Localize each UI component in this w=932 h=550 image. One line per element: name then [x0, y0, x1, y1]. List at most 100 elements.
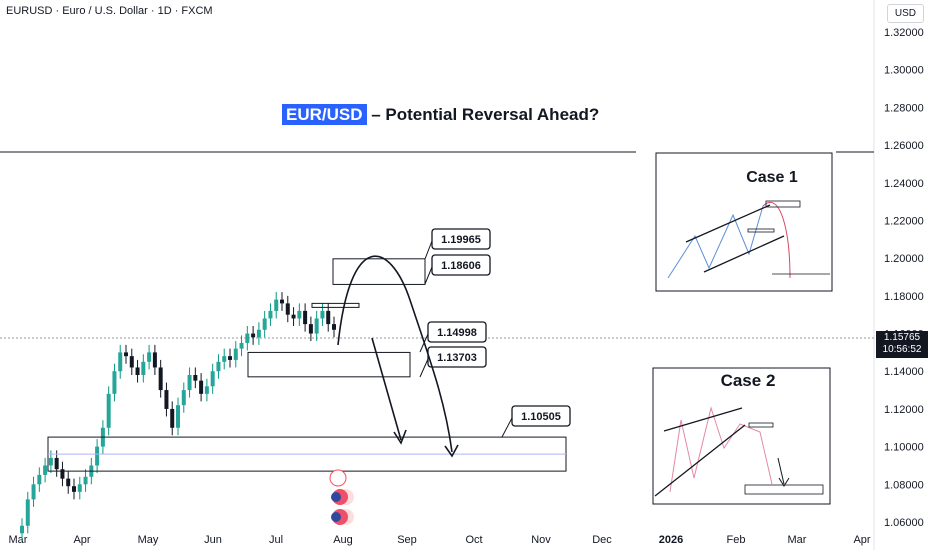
- x-tick-label: Apr: [73, 534, 90, 546]
- case1-red-path: [762, 202, 791, 279]
- y-tick-label: 1.10000: [884, 442, 924, 454]
- candle-body: [210, 371, 215, 387]
- currency-button[interactable]: USD: [886, 4, 924, 23]
- candle-body: [251, 333, 256, 338]
- symbol-header: EURUSD · Euro / U.S. Dollar · 1D · FXCM: [6, 5, 213, 17]
- candle-body: [291, 314, 296, 319]
- candle-body: [37, 474, 42, 485]
- x-tick-label: Mar: [788, 534, 807, 546]
- candle-body: [320, 310, 325, 319]
- projection-arrow-2: [371, 337, 402, 441]
- x-tick-label: Feb: [727, 534, 746, 546]
- case2-lower-line: [654, 424, 746, 497]
- candle-body: [141, 361, 146, 375]
- y-tick-label: 1.24000: [884, 178, 924, 190]
- candle-body: [72, 486, 76, 492]
- candle-body: [239, 342, 244, 349]
- case2-arrow: [777, 457, 790, 487]
- candle-body: [280, 299, 284, 304]
- candle-body: [187, 375, 192, 391]
- y-tick-label: 1.06000: [884, 517, 924, 529]
- event-icon: [329, 469, 347, 487]
- candle-body: [106, 393, 111, 428]
- x-tick-label: Jul: [269, 534, 283, 546]
- candle-body: [228, 356, 232, 360]
- y-tick-label: 1.08000: [884, 479, 924, 491]
- last-price-timer: 10:56:52: [882, 344, 922, 355]
- level-label: 1.14998: [437, 327, 477, 339]
- candle-body: [54, 457, 59, 470]
- case2-box: [748, 422, 774, 428]
- candle-body: [181, 390, 186, 406]
- arrowhead-1: [444, 444, 459, 458]
- candle-body: [147, 352, 152, 362]
- candle-body: [199, 380, 204, 394]
- x-tick-label: Apr: [853, 534, 870, 546]
- level-pointer: [419, 358, 429, 378]
- y-tick-label: 1.30000: [884, 65, 924, 77]
- level-label: 1.18606: [441, 260, 481, 272]
- candle-body: [164, 390, 169, 409]
- title-highlight: EUR/USD: [282, 104, 367, 125]
- case1-label: Case 1: [746, 169, 798, 186]
- x-tick-label: Dec: [592, 534, 612, 546]
- candle-body: [152, 352, 157, 368]
- case1-wave: [667, 205, 764, 279]
- flag-icon-inner: [331, 512, 341, 522]
- case1-box: [765, 200, 801, 208]
- level-label: 1.19965: [441, 234, 481, 246]
- candle-body: [176, 405, 180, 428]
- candle-body: [308, 324, 313, 334]
- x-tick-label: Nov: [531, 534, 551, 546]
- candle-body: [60, 469, 65, 479]
- candle-body: [66, 478, 71, 487]
- candle-body: [233, 348, 238, 360]
- candle-body: [314, 318, 319, 334]
- candle-body: [262, 318, 267, 330]
- candle-body: [245, 333, 250, 343]
- case2-upper-line: [663, 407, 743, 432]
- last-price-tag: 1.15765 10:56:52: [876, 331, 928, 358]
- y-tick-label: 1.22000: [884, 215, 924, 227]
- level-pointer: [501, 417, 513, 438]
- candle-body: [95, 446, 100, 466]
- candle-body: [303, 310, 308, 325]
- candle-body: [112, 371, 117, 394]
- candle-body: [285, 303, 290, 315]
- candle-body: [216, 361, 221, 372]
- candle-body: [20, 525, 24, 534]
- candle-body: [256, 329, 261, 338]
- small-box: [311, 302, 360, 308]
- level-label-box: [427, 321, 487, 343]
- level-label: 1.10505: [521, 411, 561, 423]
- candle-body: [274, 299, 279, 311]
- flag-icon-inner: [331, 492, 341, 502]
- candle-body: [25, 499, 30, 526]
- candle-body: [268, 310, 273, 319]
- x-tick-label: Mar: [9, 534, 28, 546]
- candle-body: [193, 375, 198, 381]
- candle-body: [297, 310, 302, 319]
- candle-body: [170, 408, 175, 428]
- candle-body: [332, 324, 336, 330]
- level-label-box: [511, 405, 571, 427]
- level-pointer: [424, 240, 433, 260]
- candle-body: [83, 476, 88, 485]
- candle-body: [129, 356, 134, 368]
- x-tick-label: Sep: [397, 534, 417, 546]
- case1-upper-line: [685, 204, 771, 243]
- level-label-box: [431, 228, 491, 250]
- y-tick-label: 1.18000: [884, 291, 924, 303]
- level-label-box: [431, 254, 491, 276]
- level-label: 1.13703: [437, 352, 477, 364]
- y-tick-label: 1.12000: [884, 404, 924, 416]
- case2-wave: [669, 406, 773, 493]
- case1-lower-line: [703, 235, 785, 273]
- y-tick-label: 1.28000: [884, 102, 924, 114]
- x-tick-label: Oct: [465, 534, 482, 546]
- candle-body: [222, 356, 227, 362]
- candle-body: [77, 484, 82, 492]
- candle-body: [124, 352, 128, 357]
- case2-panel: [652, 367, 831, 505]
